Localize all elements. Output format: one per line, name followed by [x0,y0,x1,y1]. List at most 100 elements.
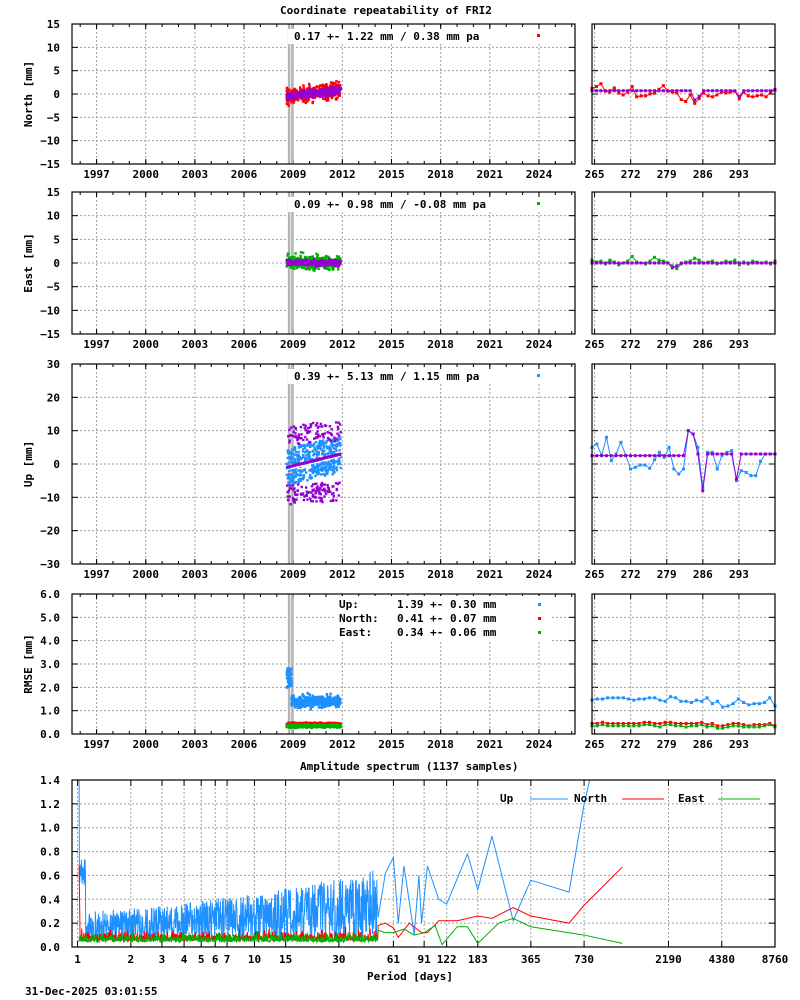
zoom-series [590,429,777,493]
spectrum-title: Amplitude spectrum (1137 samples) [300,760,519,773]
x-tick-label: 2003 [182,338,209,351]
zoom-frame [591,23,776,165]
x-tick-label: 2006 [231,338,258,351]
x-tick-label: 2021 [477,338,504,351]
y-tick-label: 0.6 [40,869,60,882]
stats-annotation: 0.09 +- 0.98 mm / -0.08 mm pa [294,198,486,211]
y-tick-label: −10 [40,304,60,317]
x-tick-label: 2009 [280,738,307,751]
x-tick-label: 2012 [329,338,356,351]
x-tick-label: 4 [181,953,188,966]
x-tick-label: 730 [574,953,594,966]
spectrum-east [78,917,623,946]
zoom-grid [592,593,775,735]
zoom-x-tick-label: 272 [621,738,641,751]
zoom-x-tick-label: 265 [585,168,605,181]
x-tick-label: 2003 [182,568,209,581]
zoom-x-tick-label: 293 [729,738,749,751]
x-tick-label: 61 [387,953,401,966]
x-tick-label: 2190 [655,953,682,966]
east-chart: 15 10 5 0 −5 −10 −15 1997 2000 2003 2006 2009 2012 20… [22,186,777,351]
y-tick-label: −20 [40,525,60,538]
x-tick-label: 2024 [526,168,553,181]
legend-value: 0.41 +- 0.07 mm [397,612,497,625]
x-tick-label: 365 [521,953,541,966]
zoom-x-tick-label: 293 [729,338,749,351]
y-tick-label: 10 [47,41,60,54]
stats-annotation: 0.39 +- 5.13 mm / 1.15 mm pa [294,370,479,383]
x-tick-label: 91 [418,953,432,966]
y-tick-label: −15 [40,158,60,171]
scatter-points [285,80,342,107]
zoom-frame [591,191,776,335]
main-frame [71,191,576,335]
legend-marker [538,603,541,606]
y-tick-label: 6.0 [40,588,60,601]
annotation-bg [288,29,548,44]
x-tick-label: 2009 [280,168,307,181]
y-tick-label: 5.0 [40,611,60,624]
spectrum-up [78,780,591,942]
x-tick-label: 2006 [231,568,258,581]
x-tick-label: 2021 [477,568,504,581]
x-tick-label: 2024 [526,738,553,751]
x-tick-label: 1997 [83,738,110,751]
x-tick-label: 2000 [132,338,159,351]
x-tick-label: 1997 [83,168,110,181]
x-tick-label: 2018 [427,168,454,181]
legend-bg [335,596,550,642]
rmse-chart: 6.0 5.0 4.0 3.0 2.0 1.0 0.0 1997 2000 2003 2006 200… [22,588,777,751]
y-tick-label: 30 [47,358,60,371]
y-tick-label: 5 [53,65,60,78]
zoom-x-tick-label: 286 [693,738,713,751]
legend-marker [537,202,540,205]
x-tick-label: 2000 [132,738,159,751]
y-axis-label: Up [mm] [22,441,35,487]
x-tick-label: 2018 [427,338,454,351]
x-tick-label: 2024 [526,568,553,581]
y-tick-label: 10 [47,425,60,438]
y-axis-label: North [mm] [22,61,35,127]
zoom-x-tick-label: 265 [585,738,605,751]
x-tick-label: 1997 [83,568,110,581]
legend-label: East [678,792,705,805]
y-tick-label: −10 [40,491,60,504]
x-tick-label: 2012 [329,738,356,751]
spectrum-legend: Up North East [500,792,760,805]
y-tick-label: 0 [53,257,60,270]
x-axis-label: Period [days] [367,970,453,983]
x-tick-label: 2003 [182,168,209,181]
y-tick-label: 1.0 [40,822,60,835]
spectrum-frame [71,779,776,948]
spectrum-chart: 1.4 1.2 1.0 0.8 0.6 0.4 0.2 0.0 1 2 3 4 5 6 7 10 15 30 61 9… [40,774,788,983]
y-tick-label: 15 [47,18,60,31]
zoom-x-tick-label: 265 [585,338,605,351]
y-axis-label: RMSE [mm] [22,634,35,694]
zoom-x-tick-label: 272 [621,568,641,581]
x-tick-label: 2006 [231,738,258,751]
x-tick-label: 10 [248,953,261,966]
zoom-series [590,695,777,730]
zoom-x-tick-label: 293 [729,568,749,581]
y-tick-label: 1.2 [40,798,60,811]
zoom-x-tick-label: 286 [693,338,713,351]
legend-label: Up [500,792,514,805]
legend-label: East: [339,626,372,639]
y-tick-label: 1.0 [40,705,60,718]
up-chart: 30 20 10 0 −10 −20 −30 1997 2000 2003 2006 2009 2012… [22,358,777,581]
zoom-frame [591,593,776,735]
legend-value: 1.39 +- 0.30 mm [397,598,497,611]
x-tick-label: 2024 [526,338,553,351]
x-tick-label: 2003 [182,738,209,751]
x-tick-label: 2021 [477,738,504,751]
zoom-x-tick-label: 286 [693,168,713,181]
annotation-bg [288,197,548,212]
scatter-points [285,251,342,272]
zoom-x-tick-label: 279 [657,338,677,351]
x-tick-label: 2 [128,953,135,966]
zoom-x-tick-label: 272 [621,168,641,181]
y-tick-label: 0.8 [40,846,60,859]
x-tick-label: 2000 [132,168,159,181]
y-tick-label: 2.0 [40,681,60,694]
